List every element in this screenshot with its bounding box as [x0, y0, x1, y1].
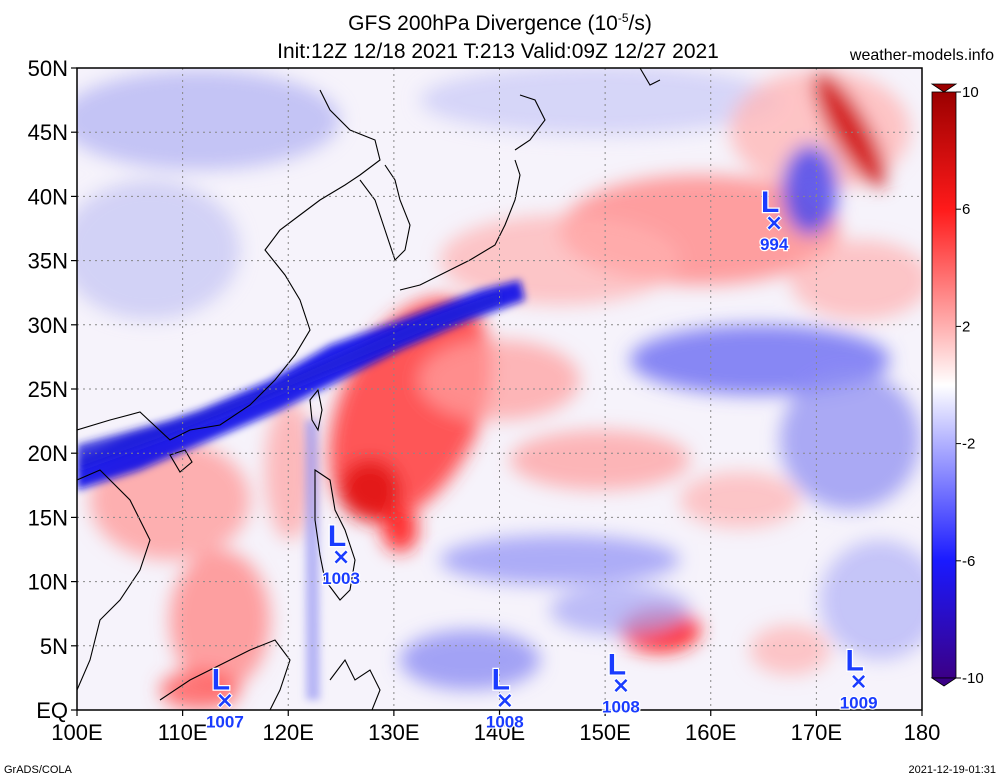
low-pressure-value: 1009: [840, 693, 878, 712]
low-letter: L: [492, 664, 510, 697]
lon-label: 110E: [158, 720, 208, 745]
lon-label: 180: [904, 720, 941, 745]
low-center-cross: ×: [332, 545, 350, 570]
lat-label: 20N: [28, 441, 68, 466]
latitude-labels: 50N 45N 40N 35N 30N 25N 20N 15N 10N 5N EQ: [28, 56, 77, 723]
lat-label: 10N: [28, 570, 68, 595]
lon-label: 100E: [51, 720, 102, 745]
lat-label: 45N: [28, 120, 68, 145]
low-pressure-value: 1007: [206, 713, 244, 732]
colorbar-label: -10: [962, 670, 984, 687]
colorbar: 10 6 2 -2 -6 -10: [930, 83, 984, 687]
colorbar-label: -6: [962, 553, 975, 570]
low-marker: L×994: [759, 185, 790, 256]
low-marker: L×1009: [838, 643, 878, 714]
low-pressure-value: 1003: [322, 569, 360, 588]
colorbar-label: -2: [962, 436, 975, 453]
colorbar-label: 10: [962, 84, 979, 101]
lat-label: 5N: [40, 634, 68, 659]
low-letter: L: [608, 648, 626, 681]
low-center-cross: ×: [496, 689, 514, 714]
lon-label: 160E: [685, 720, 736, 745]
lat-label: 40N: [28, 184, 68, 209]
low-letter: L: [212, 664, 230, 697]
colorbar-ticks: 10 6 2 -2 -6 -10: [956, 84, 984, 687]
divergence-field: [77, 68, 922, 710]
colorbar-bottom-arrow: [930, 677, 958, 687]
lon-label: 140E: [474, 720, 525, 745]
low-marker: L×1008: [601, 647, 641, 718]
low-center-cross: ×: [849, 669, 867, 694]
footer-timestamp: 2021-12-19-01:31: [909, 764, 996, 776]
colorbar-label: 2: [962, 318, 970, 335]
longitude-labels: 100E 110E 120E 130E 140E 150E 160E 170E 180: [51, 710, 940, 745]
map-subtitle: Init:12Z 12/18 2021 T:213 Valid:09Z 12/2…: [277, 40, 719, 63]
low-center-cross: ×: [612, 673, 630, 698]
coastlines: [77, 68, 661, 710]
lon-label: 170E: [791, 720, 842, 745]
low-marker: L×1007: [205, 662, 245, 733]
colorbar-gradient: [931, 91, 957, 679]
low-center-cross: ×: [216, 689, 234, 714]
lat-label: EQ: [36, 698, 68, 723]
map-title: GFS 200hPa Divergence (10-5/s): [348, 11, 652, 35]
lat-label: 25N: [28, 377, 68, 402]
low-marker: L×1003: [321, 519, 361, 590]
lat-label: 35N: [28, 249, 68, 274]
footer-credit: GrADS/COLA: [4, 764, 73, 776]
low-center-cross: ×: [765, 211, 783, 236]
low-letter: L: [328, 520, 346, 553]
site-label: weather-models.info: [849, 47, 994, 64]
lon-label: 120E: [263, 720, 314, 745]
low-pressure-value: 1008: [486, 713, 524, 732]
lat-label: 50N: [28, 56, 68, 81]
low-pressure-value: 1008: [602, 697, 640, 716]
lat-label: 15N: [28, 505, 68, 530]
low-letter: L: [761, 186, 779, 219]
low-letter: L: [845, 644, 863, 677]
colorbar-label: 6: [962, 201, 970, 218]
lon-label: 130E: [368, 720, 419, 745]
lat-label: 30N: [28, 313, 68, 338]
low-marker: L×1008: [485, 662, 525, 733]
low-pressure-value: 994: [760, 235, 789, 254]
lon-label: 150E: [579, 720, 630, 745]
graticule: [77, 68, 922, 710]
colorbar-top-arrow: [930, 83, 958, 93]
